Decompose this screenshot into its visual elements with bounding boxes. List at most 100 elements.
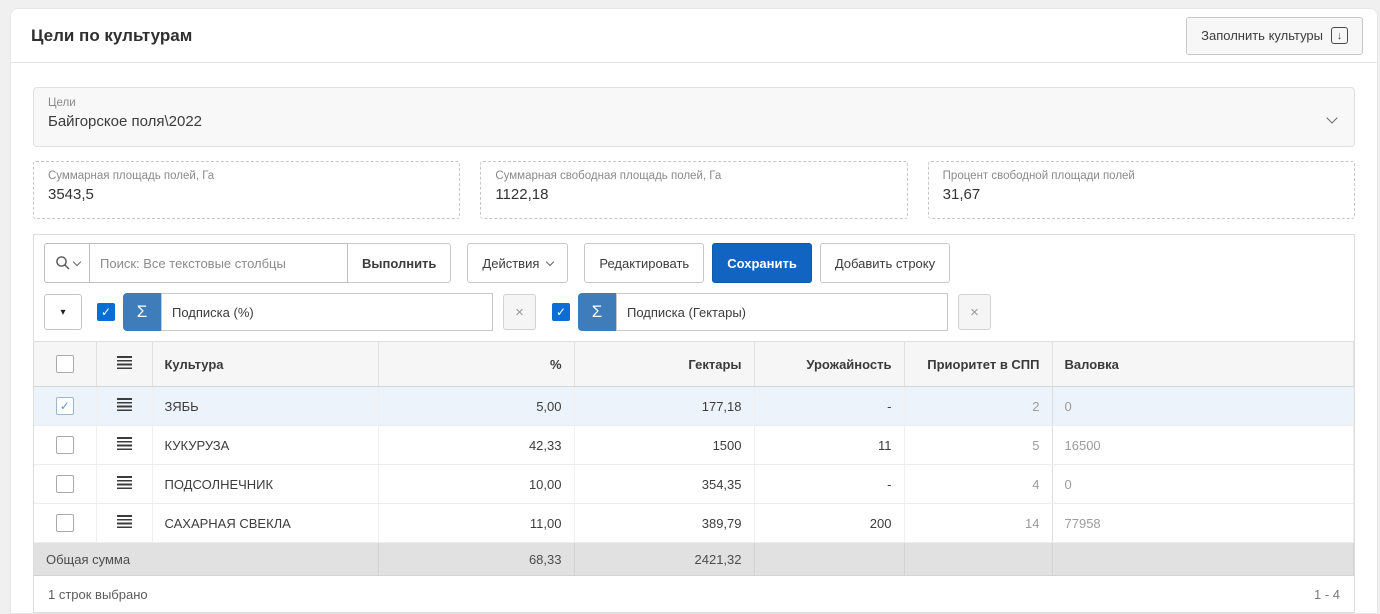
grid-footer: 1 строк выбрано 1 - 4 bbox=[34, 576, 1354, 613]
culture-cell[interactable]: ЗЯБЬ bbox=[152, 387, 378, 426]
column-header-hectares[interactable]: Гектары bbox=[574, 342, 754, 387]
goal-select-label: Цели bbox=[48, 97, 1314, 109]
culture-cell[interactable]: САХАРНАЯ СВЕКЛА bbox=[152, 504, 378, 543]
sigma-icon[interactable]: Σ bbox=[578, 293, 616, 331]
free-percent-value: 31,67 bbox=[943, 186, 1354, 203]
yield-cell[interactable]: 200 bbox=[754, 504, 904, 543]
fill-cultures-button[interactable]: Заполнить культуры ↓ bbox=[1186, 17, 1363, 55]
column-header-priority[interactable]: Приоритет в СПП bbox=[904, 342, 1052, 387]
actions-label: Действия bbox=[482, 256, 539, 271]
chevron-down-icon bbox=[546, 257, 554, 265]
priority-cell[interactable]: 2 bbox=[904, 387, 1052, 426]
row-checkbox[interactable]: ✓ bbox=[56, 397, 74, 415]
goals-by-cultures-card: Цели по культурам Заполнить культуры ↓ Ц… bbox=[10, 8, 1378, 614]
page-title: Цели по культурам bbox=[31, 26, 192, 46]
search-group: Выполнить bbox=[44, 243, 451, 283]
hectares-cell[interactable]: 389,79 bbox=[574, 504, 754, 543]
sigma-icon[interactable]: Σ bbox=[123, 293, 161, 331]
aggregate-menu-button[interactable]: ▾ bbox=[44, 294, 82, 330]
gross-cell[interactable]: 16500 bbox=[1052, 426, 1354, 465]
priority-cell[interactable]: 4 bbox=[904, 465, 1052, 504]
summary-row: Суммарная площадь полей, Га 3543,5 Сумма… bbox=[33, 161, 1355, 219]
percent-cell[interactable]: 10,00 bbox=[378, 465, 574, 504]
search-options-button[interactable] bbox=[44, 243, 90, 283]
grid-toolbar: Выполнить Действия Редактировать Сохрани… bbox=[34, 235, 1354, 289]
priority-cell[interactable]: 5 bbox=[904, 426, 1052, 465]
percent-cell[interactable]: 42,33 bbox=[378, 426, 574, 465]
save-button[interactable]: Сохранить bbox=[712, 243, 812, 283]
row-menu-icon bbox=[117, 356, 132, 369]
row-checkbox[interactable]: ✓ bbox=[56, 514, 74, 532]
column-header-gross[interactable]: Валовка bbox=[1052, 342, 1354, 387]
goal-select-value: Байгорское поля\2022 bbox=[48, 113, 1314, 130]
free-area-value: 1122,18 bbox=[495, 186, 906, 203]
row-menu-cell bbox=[96, 426, 152, 465]
goal-select[interactable]: Цели Байгорское поля\2022 bbox=[33, 87, 1355, 147]
column-header-yield[interactable]: Урожайность bbox=[754, 342, 904, 387]
column-header-culture[interactable]: Культура bbox=[152, 342, 378, 387]
go-button[interactable]: Выполнить bbox=[348, 243, 451, 283]
row-checkbox[interactable]: ✓ bbox=[56, 475, 74, 493]
free-area-field: Суммарная свободная площадь полей, Га 11… bbox=[480, 161, 907, 219]
total-area-field: Суммарная площадь полей, Га 3543,5 bbox=[33, 161, 460, 219]
select-all-checkbox[interactable]: ✓ bbox=[56, 355, 74, 373]
aggregate-hectares-input[interactable] bbox=[616, 293, 948, 331]
priority-cell[interactable]: 14 bbox=[904, 504, 1052, 543]
interactive-grid: Выполнить Действия Редактировать Сохрани… bbox=[33, 234, 1355, 613]
actions-button[interactable]: Действия bbox=[467, 243, 568, 283]
free-area-label: Суммарная свободная площадь полей, Га bbox=[495, 170, 906, 182]
column-header-percent[interactable]: % bbox=[378, 342, 574, 387]
search-input[interactable] bbox=[90, 243, 348, 283]
total-area-label: Суммарная площадь полей, Га bbox=[48, 170, 459, 182]
culture-cell[interactable]: ПОДСОЛНЕЧНИК bbox=[152, 465, 378, 504]
card-header: Цели по культурам Заполнить культуры ↓ bbox=[11, 9, 1377, 63]
total-empty-cell bbox=[1052, 543, 1354, 576]
add-row-button[interactable]: Добавить строку bbox=[820, 243, 950, 283]
fill-cultures-label: Заполнить культуры bbox=[1201, 28, 1323, 43]
culture-cell[interactable]: КУКУРУЗА bbox=[152, 426, 378, 465]
row-checkbox[interactable]: ✓ bbox=[56, 436, 74, 454]
hectares-cell[interactable]: 1500 bbox=[574, 426, 754, 465]
hectares-cell[interactable]: 354,35 bbox=[574, 465, 754, 504]
percent-cell[interactable]: 5,00 bbox=[378, 387, 574, 426]
aggregate-percent-input[interactable] bbox=[161, 293, 493, 331]
total-hectares: 2421,32 bbox=[574, 543, 754, 576]
yield-cell[interactable]: - bbox=[754, 387, 904, 426]
row-menu-header bbox=[96, 342, 152, 387]
row-select-cell: ✓ bbox=[34, 387, 96, 426]
row-menu-icon[interactable] bbox=[117, 476, 132, 489]
yield-cell[interactable]: - bbox=[754, 465, 904, 504]
gross-cell[interactable]: 0 bbox=[1052, 387, 1354, 426]
row-menu-icon[interactable] bbox=[117, 398, 132, 411]
row-menu-cell bbox=[96, 465, 152, 504]
select-all-header[interactable]: ✓ bbox=[34, 342, 96, 387]
remove-aggregate-hectares-button[interactable]: × bbox=[958, 294, 991, 330]
hectares-cell[interactable]: 177,18 bbox=[574, 387, 754, 426]
selected-rows-status: 1 строк выбрано bbox=[48, 587, 148, 602]
remove-aggregate-percent-button[interactable]: × bbox=[503, 294, 536, 330]
table-row: ✓ САХАРНАЯ СВЕКЛА 11,00 389,79 200 14 77… bbox=[34, 504, 1354, 543]
gross-cell[interactable]: 77958 bbox=[1052, 504, 1354, 543]
row-menu-cell bbox=[96, 504, 152, 543]
row-select-cell: ✓ bbox=[34, 504, 96, 543]
aggregate-hectares-checkbox[interactable]: ✓ bbox=[552, 303, 570, 321]
gross-cell[interactable]: 0 bbox=[1052, 465, 1354, 504]
table-row: ✓ КУКУРУЗА 42,33 1500 11 5 16500 bbox=[34, 426, 1354, 465]
free-percent-field: Процент свободной площади полей 31,67 bbox=[928, 161, 1355, 219]
chevron-down-icon bbox=[1326, 112, 1337, 123]
row-menu-cell bbox=[96, 387, 152, 426]
chevron-down-icon bbox=[72, 257, 80, 265]
row-select-cell: ✓ bbox=[34, 426, 96, 465]
total-percent: 68,33 bbox=[378, 543, 574, 576]
table-header-row: ✓ Культура % Гектары Урожайность Приорит… bbox=[34, 342, 1354, 387]
edit-button[interactable]: Редактировать bbox=[584, 243, 704, 283]
aggregate-percent-checkbox[interactable]: ✓ bbox=[97, 303, 115, 321]
row-menu-icon[interactable] bbox=[117, 515, 132, 528]
row-menu-icon[interactable] bbox=[117, 437, 132, 450]
total-empty-cell bbox=[754, 543, 904, 576]
row-select-cell: ✓ bbox=[34, 465, 96, 504]
yield-cell[interactable]: 11 bbox=[754, 426, 904, 465]
table-row: ✓ ПОДСОЛНЕЧНИК 10,00 354,35 - 4 0 bbox=[34, 465, 1354, 504]
percent-cell[interactable]: 11,00 bbox=[378, 504, 574, 543]
search-icon bbox=[55, 255, 71, 271]
